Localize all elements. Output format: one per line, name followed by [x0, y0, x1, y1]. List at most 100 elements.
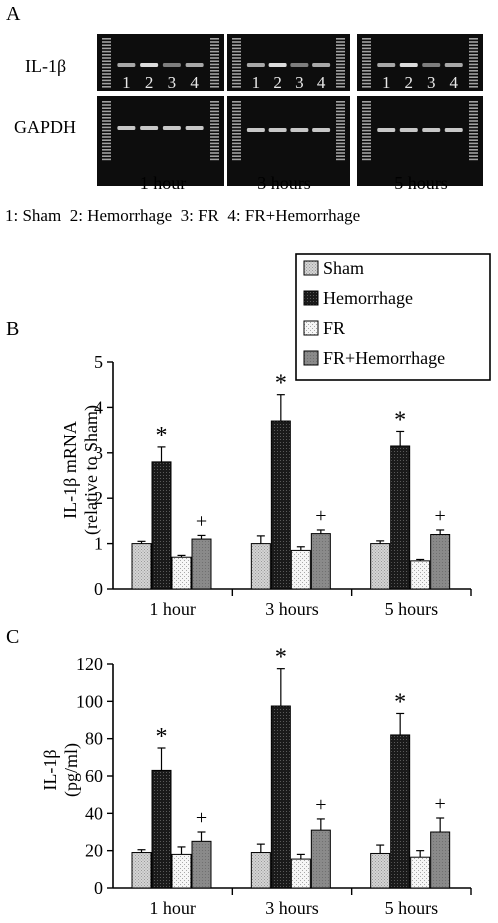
- legend-label-fr-hemorrhage: FR+Hemorrhage: [323, 348, 445, 368]
- bar-sham: [131, 852, 152, 889]
- ladder-band: [232, 136, 241, 138]
- y-tick-label: 2: [94, 488, 103, 508]
- ladder-band: [362, 120, 371, 122]
- ladder-band: [469, 47, 478, 50]
- ladder-band: [336, 50, 345, 53]
- ladder-band: [469, 54, 478, 56]
- ladder-band: [102, 73, 111, 75]
- bar-sham: [370, 852, 391, 889]
- ladder-band: [210, 63, 219, 66]
- ladder-band: [232, 145, 241, 148]
- significance-asterisk: *: [156, 423, 168, 449]
- ladder-band: [362, 44, 371, 46]
- bar-fr-hemorrhage: [191, 840, 212, 889]
- ladder-band: [102, 142, 111, 145]
- ladder-band: [102, 101, 111, 103]
- y-tick-label: 120: [76, 654, 103, 674]
- ladder-band: [336, 117, 345, 119]
- ladder-band: [210, 41, 219, 43]
- ladder-band: [469, 82, 478, 85]
- il1b-band: [185, 63, 204, 67]
- ladder-band: [469, 142, 478, 145]
- ladder-band: [469, 120, 478, 122]
- ladder-band: [469, 139, 478, 141]
- lane-number: 4: [190, 73, 199, 92]
- ladder-band: [210, 82, 219, 85]
- ladder-band: [210, 44, 219, 46]
- legend-swatch-sham: [303, 260, 319, 276]
- y-axis-title: IL-1β mRNA(relative to Sham): [60, 405, 102, 535]
- ladder-band: [336, 73, 345, 75]
- x-tick-label: 1 hour: [149, 898, 196, 918]
- ladder-band: [362, 117, 371, 119]
- x-tick-label: 5 hours: [385, 898, 439, 918]
- ladder-band: [232, 79, 241, 82]
- ladder-band: [210, 47, 219, 50]
- gel-timepoint-labels: 1 hour 3 hours 5 hours: [140, 173, 448, 193]
- ladder-band: [210, 54, 219, 56]
- ladder-band: [469, 66, 478, 69]
- ladder-band: [232, 155, 241, 157]
- y-tick-label: 60: [85, 766, 103, 786]
- gel-row-label-gapdh: GAPDH: [14, 117, 76, 137]
- lane-number: 2: [405, 73, 414, 92]
- ladder-band: [232, 38, 241, 40]
- ladder-band: [336, 104, 345, 106]
- ladder-band: [210, 158, 219, 161]
- ladder-band: [210, 50, 219, 53]
- ladder-band: [469, 110, 478, 113]
- lane-number: 1: [122, 73, 131, 92]
- ladder-band: [102, 149, 111, 151]
- ladder-band: [336, 149, 345, 151]
- ladder-band: [362, 133, 371, 135]
- ladder-band: [232, 110, 241, 113]
- ladder-band: [469, 57, 478, 59]
- il1b-band: [399, 63, 418, 67]
- ladder-band: [102, 57, 111, 59]
- ladder-band: [469, 126, 478, 129]
- il1b-band: [246, 63, 265, 67]
- ladder-band: [210, 66, 219, 69]
- il1b-band: [162, 63, 181, 67]
- il1b-band: [444, 63, 463, 67]
- ladder-band: [102, 82, 111, 85]
- ladder-band: [210, 139, 219, 141]
- ladder-band: [336, 70, 345, 72]
- x-tick-label: 1 hour: [149, 599, 196, 619]
- panel-label-b: B: [6, 318, 19, 340]
- ladder-band: [336, 101, 345, 103]
- ladder-band: [232, 117, 241, 119]
- ladder-band: [362, 41, 371, 43]
- ladder-band: [210, 142, 219, 145]
- ladder-band: [362, 70, 371, 72]
- legend-label-hemorrhage: Hemorrhage: [323, 288, 413, 308]
- ladder-band: [336, 120, 345, 122]
- gapdh-band: [185, 126, 204, 130]
- ladder-band: [336, 86, 345, 88]
- lane-number: 3: [168, 73, 177, 92]
- bar-fr-hemorrhage: [310, 829, 331, 889]
- ladder-band: [232, 101, 241, 103]
- bar-fr-hemorrhage: [310, 533, 331, 590]
- ladder-band: [102, 158, 111, 161]
- ladder-band: [336, 129, 345, 132]
- lane-number: 1: [382, 73, 391, 92]
- y-tick-label: 80: [85, 729, 103, 749]
- ladder-band: [102, 136, 111, 138]
- legend: Sham Hemorrhage FR FR+Hemorrhage: [295, 253, 491, 381]
- x-tick-label: 3 hours: [265, 898, 319, 918]
- ladder-band: [232, 82, 241, 85]
- gapdh-band: [140, 126, 159, 130]
- y-axis-title-line: (pg/ml): [61, 743, 82, 797]
- y-tick-label: 0: [94, 579, 103, 599]
- ladder-band: [336, 57, 345, 59]
- il1b-band: [377, 63, 396, 67]
- chart-il1b-protein: 0 20 40 60 80 100 120 IL-1β(pg/ml) 1 hour 3 hours…: [40, 645, 472, 918]
- significance-asterisk: *: [275, 371, 287, 397]
- ladder-band: [362, 158, 371, 161]
- gapdh-band: [246, 128, 265, 132]
- ladder-band: [232, 158, 241, 161]
- ladder-band: [232, 66, 241, 69]
- ladder-band: [362, 142, 371, 145]
- bar-fr: [290, 549, 311, 590]
